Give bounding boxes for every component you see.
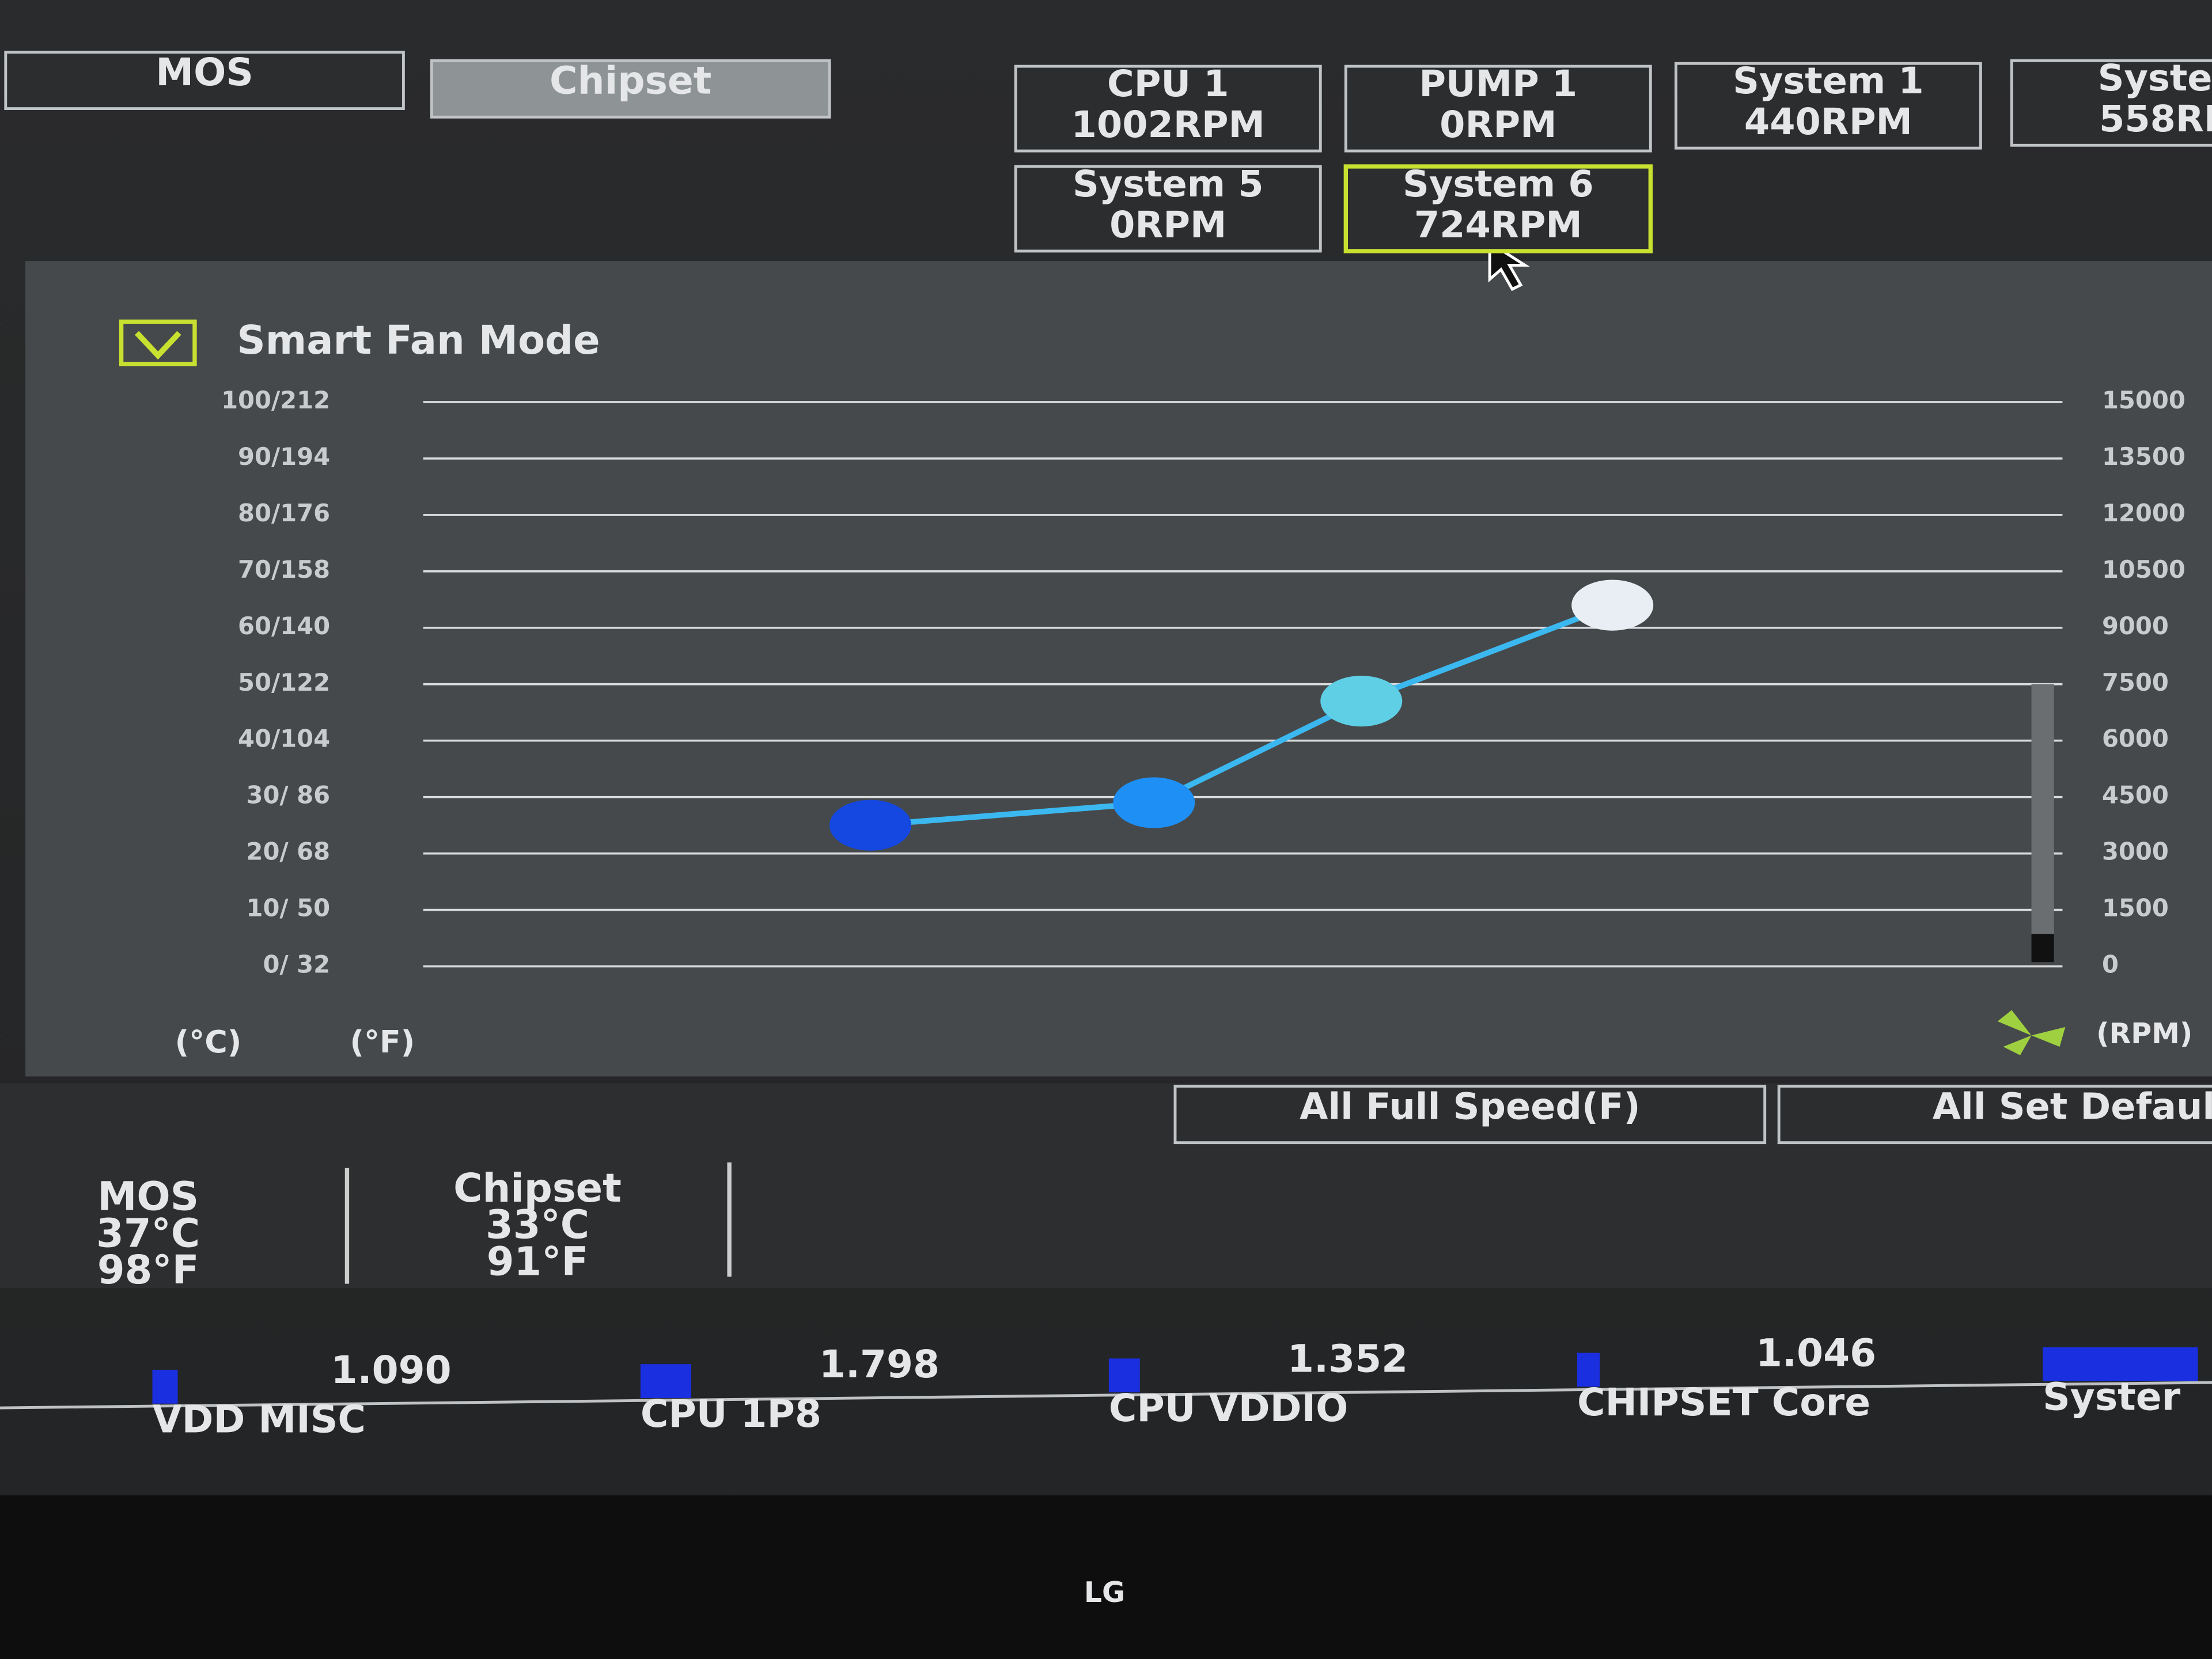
mouse-cursor — [1488, 240, 1530, 291]
y2-tick-label: 13500 — [2102, 442, 2186, 471]
temp-fahrenheit: 91°F — [487, 1238, 589, 1285]
y-tick-label: 10/ 50 — [247, 894, 331, 922]
y-tick-label: 90/194 — [238, 442, 330, 471]
fan-button[interactable] — [1344, 65, 1652, 153]
curve-point[interactable] — [1113, 777, 1195, 828]
y2-tick-label: 0 — [2102, 950, 2119, 979]
fan-name: System 6 — [1403, 163, 1594, 206]
voltage-value: 1.046 — [1756, 1331, 1876, 1376]
voltage-name: Syster — [2043, 1374, 2180, 1419]
rpm-slider-level — [2031, 934, 2054, 963]
unit-celsius: (°C) — [175, 1024, 242, 1060]
mode-checkbox[interactable] — [119, 319, 197, 366]
y-tick-label: 70/158 — [238, 555, 330, 584]
y-tick-label: 30/ 86 — [247, 781, 331, 809]
fan-rpm: 0RPM — [1109, 204, 1226, 247]
temp-celsius: 37°C — [96, 1210, 200, 1256]
sensor-tab-label: MOS — [156, 50, 253, 94]
fan-button[interactable] — [2010, 59, 2212, 147]
unit-fahrenheit: (°F) — [350, 1024, 415, 1060]
fan-rpm: 724RPM — [1414, 204, 1582, 247]
fan-rpm: 1002RPM — [1071, 104, 1265, 146]
temp-celsius: 33°C — [486, 1202, 589, 1248]
curve-title: Smart Fan Mode — [237, 317, 600, 363]
voltage-bar — [640, 1364, 691, 1398]
action-button[interactable] — [1173, 1085, 1767, 1145]
curve-point[interactable] — [1571, 579, 1654, 631]
y2-tick-label: 3000 — [2102, 838, 2169, 866]
voltage-name: CPU VDDIO — [1109, 1386, 1348, 1430]
brand-logo: LG — [1084, 1576, 1125, 1609]
action-button-label: All Set Defaul — [1933, 1085, 2212, 1128]
fan-rpm: 0RPM — [1440, 104, 1556, 146]
voltage-value: 1.798 — [819, 1342, 940, 1387]
fan-button[interactable] — [1343, 164, 1653, 253]
voltage-value: 1.352 — [1287, 1336, 1408, 1381]
curve-point[interactable] — [1320, 676, 1403, 727]
fan-curve-line — [870, 603, 1613, 828]
temp-fahrenheit: 98°F — [97, 1247, 199, 1293]
fan-name: PUMP 1 — [1419, 63, 1577, 105]
sensor-tab[interactable] — [4, 51, 405, 111]
voltage-value: 1.090 — [331, 1348, 452, 1392]
curve-panel — [25, 261, 2212, 1077]
fan-rpm: 440RPM — [1744, 101, 1912, 143]
y-tick-label: 0/ 32 — [263, 950, 330, 979]
fan-icon — [1997, 1010, 2066, 1055]
y2-tick-label: 15000 — [2102, 386, 2186, 414]
curve-point[interactable] — [830, 800, 912, 851]
y-tick-label: 50/122 — [238, 668, 330, 696]
action-button[interactable] — [1777, 1085, 2212, 1145]
y2-tick-label: 7500 — [2102, 668, 2169, 696]
y2-tick-label: 1500 — [2102, 894, 2169, 922]
fan-name: System 5 — [1073, 163, 1264, 206]
voltage-bar — [2043, 1347, 2198, 1381]
y-tick-label: 80/176 — [238, 499, 330, 527]
y-tick-label: 60/140 — [238, 612, 330, 640]
monitor-bezel — [0, 1495, 2212, 1659]
action-button-label: All Full Speed(F) — [1300, 1085, 1641, 1128]
fan-name: System 1 — [1733, 60, 1924, 103]
y-tick-label: 20/ 68 — [247, 838, 331, 866]
y-tick-label: 100/212 — [221, 386, 330, 414]
y2-tick-label: 12000 — [2102, 499, 2186, 527]
voltage-name: VDD MISC — [152, 1397, 365, 1442]
y2-tick-label: 9000 — [2102, 612, 2169, 640]
voltage-bar — [1108, 1358, 1140, 1393]
fan-rpm: 558RF — [2099, 98, 2212, 141]
sensor-tab-label: Chipset — [550, 59, 711, 103]
temp-name: MOS — [97, 1174, 199, 1220]
voltage-bar — [152, 1369, 178, 1404]
unit-rpm: (RPM) — [2096, 1017, 2192, 1050]
y2-tick-label: 4500 — [2102, 781, 2169, 809]
voltage-rail — [0, 1381, 2212, 1410]
temp-name: Chipset — [453, 1165, 622, 1211]
y-tick-label: 40/104 — [238, 725, 330, 753]
sensor-tab[interactable] — [430, 59, 831, 119]
voltage-name: CPU 1P8 — [641, 1392, 821, 1436]
voltage-name: CHIPSET Core — [1577, 1380, 1870, 1425]
rpm-slider — [2031, 684, 2054, 963]
fan-button[interactable] — [1014, 65, 1322, 153]
voltage-bar — [1577, 1353, 1600, 1387]
y2-tick-label: 6000 — [2102, 725, 2169, 753]
fan-button[interactable] — [1014, 165, 1322, 253]
fan-name: Syster — [2098, 57, 2212, 100]
fan-name: CPU 1 — [1107, 63, 1229, 105]
y2-tick-label: 10500 — [2102, 555, 2186, 584]
check-icon — [134, 331, 181, 360]
fan-button[interactable] — [1674, 62, 1982, 150]
